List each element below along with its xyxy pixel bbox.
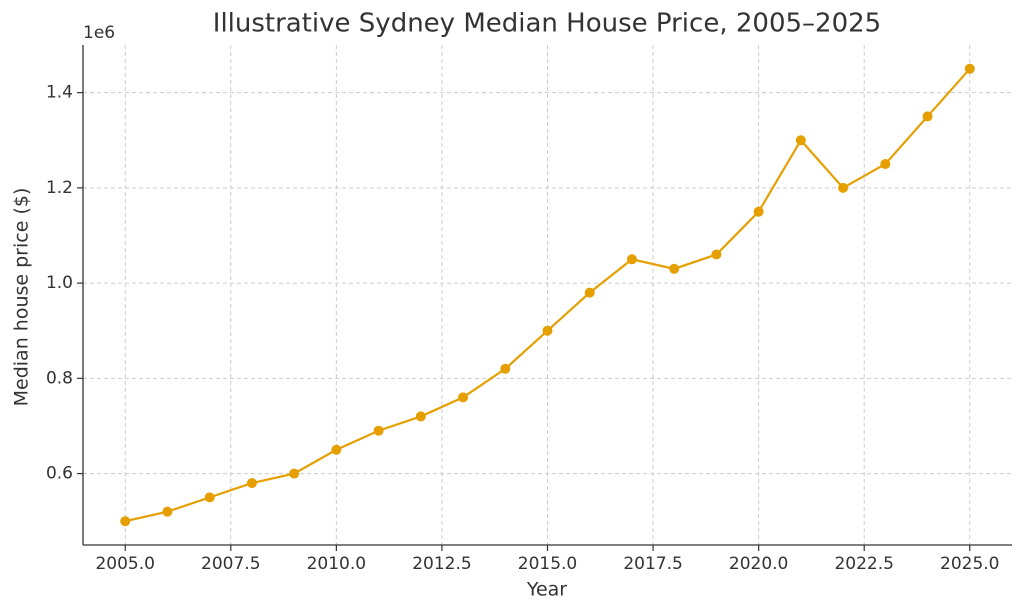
data-point bbox=[922, 111, 933, 122]
data-point bbox=[415, 411, 426, 422]
data-point bbox=[120, 516, 131, 527]
data-point bbox=[331, 444, 342, 455]
data-point bbox=[753, 206, 764, 217]
data-point bbox=[626, 254, 637, 265]
data-point bbox=[458, 392, 469, 403]
y-tick-label: 1.4 bbox=[46, 83, 73, 103]
data-point bbox=[162, 506, 173, 517]
x-tick-label: 2012.5 bbox=[412, 554, 471, 574]
x-tick-label: 2025.0 bbox=[940, 554, 999, 574]
data-point bbox=[669, 263, 680, 274]
data-point bbox=[373, 425, 384, 436]
data-point bbox=[204, 492, 215, 503]
y-offset-label: 1e6 bbox=[83, 23, 115, 43]
y-axis-label: Median house price ($) bbox=[11, 188, 33, 407]
chart-title: Illustrative Sydney Median House Price, … bbox=[213, 9, 881, 39]
x-tick-label: 2007.5 bbox=[201, 554, 260, 574]
y-tick-label: 1.2 bbox=[46, 178, 73, 198]
y-tick-label: 0.6 bbox=[46, 464, 73, 484]
x-tick-label: 2017.5 bbox=[623, 554, 682, 574]
data-point bbox=[711, 249, 722, 260]
x-tick-label: 2010.0 bbox=[307, 554, 366, 574]
y-tick-label: 1.0 bbox=[46, 273, 73, 293]
x-tick-label: 2005.0 bbox=[95, 554, 154, 574]
x-axis-label: Year bbox=[526, 579, 567, 601]
data-point bbox=[880, 159, 891, 170]
y-tick-label: 0.8 bbox=[46, 368, 73, 388]
data-point bbox=[289, 468, 300, 479]
data-point bbox=[500, 363, 511, 374]
x-tick-label: 2020.0 bbox=[729, 554, 788, 574]
data-point bbox=[838, 182, 849, 193]
data-point bbox=[542, 325, 553, 336]
data-point bbox=[584, 287, 595, 298]
data-point bbox=[246, 478, 257, 489]
x-tick-label: 2022.5 bbox=[834, 554, 893, 574]
data-point bbox=[964, 63, 975, 74]
x-tick-label: 2015.0 bbox=[518, 554, 577, 574]
data-point bbox=[795, 135, 806, 146]
